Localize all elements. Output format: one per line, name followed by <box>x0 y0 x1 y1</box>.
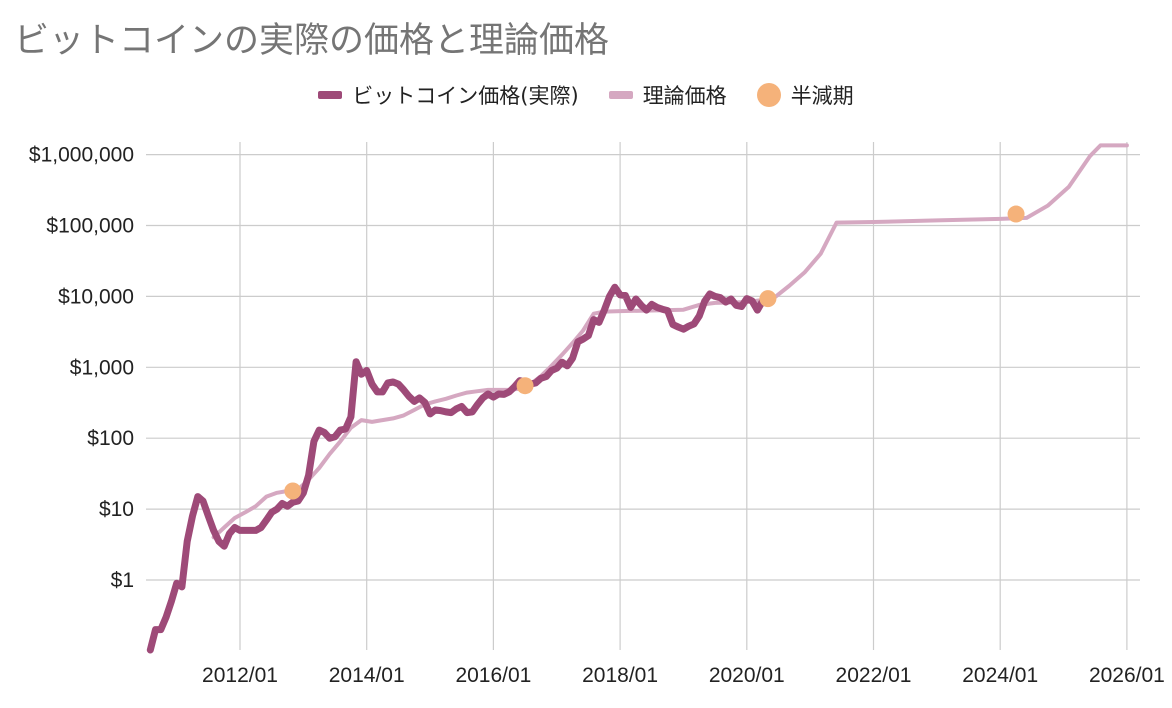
legend: ビットコイン価格(実際) 理論価格 半減期 <box>0 80 1172 110</box>
halving-points <box>284 205 1025 500</box>
chart-title: ビットコインの実際の価格と理論価格 <box>14 21 610 61</box>
y-axis-labels: $1 $10 $100 $1,000 $10,000 $100,000 $1,000,000 <box>29 144 134 592</box>
y-tick-label: $100 <box>87 427 134 450</box>
legend-item-actual[interactable]: ビットコイン価格(実際) <box>318 80 579 110</box>
y-tick-label: $1,000 <box>70 356 134 379</box>
halving-point <box>284 482 302 500</box>
y-tick-label: $10,000 <box>58 285 134 308</box>
legend-label-halving: 半減期 <box>790 84 854 108</box>
halving-point <box>1007 205 1025 223</box>
series-theoretical <box>211 143 1129 540</box>
series-line-theoretical <box>211 143 1129 540</box>
legend-swatch-halving <box>756 83 781 107</box>
x-tick-label: 2014/01 <box>329 664 405 687</box>
legend-label-actual: ビットコイン価格(実際) <box>352 84 579 108</box>
y-tick-label: $100,000 <box>46 215 134 238</box>
y-tick-label: $10 <box>99 498 134 521</box>
x-tick-label: 2018/01 <box>582 664 658 687</box>
x-tick-label: 2024/01 <box>962 664 1038 687</box>
series-actual <box>146 283 767 654</box>
legend-swatch-actual <box>318 91 343 99</box>
y-tick-label: $1 <box>111 569 134 592</box>
x-axis-labels: 2012/01 2014/01 2016/01 2018/01 2020/01 2022/… <box>202 664 1165 687</box>
x-tick-label: 2026/01 <box>1089 664 1165 687</box>
y-tick-label: $1,000,000 <box>29 144 134 167</box>
x-tick-label: 2022/01 <box>836 664 912 687</box>
x-gridlines <box>239 142 1128 650</box>
series-line-actual <box>146 283 767 654</box>
y-gridlines <box>146 154 1140 581</box>
halving-point <box>516 377 534 395</box>
legend-item-theoretical[interactable]: 理論価格 <box>608 80 727 110</box>
halving-point <box>759 290 777 308</box>
x-tick-label: 2016/01 <box>455 664 531 687</box>
legend-label-theoretical: 理論価格 <box>642 84 727 108</box>
legend-swatch-theoretical <box>608 91 633 99</box>
legend-item-halving[interactable]: 半減期 <box>756 80 854 110</box>
x-tick-label: 2020/01 <box>709 664 785 687</box>
x-tick-label: 2012/01 <box>202 664 278 687</box>
